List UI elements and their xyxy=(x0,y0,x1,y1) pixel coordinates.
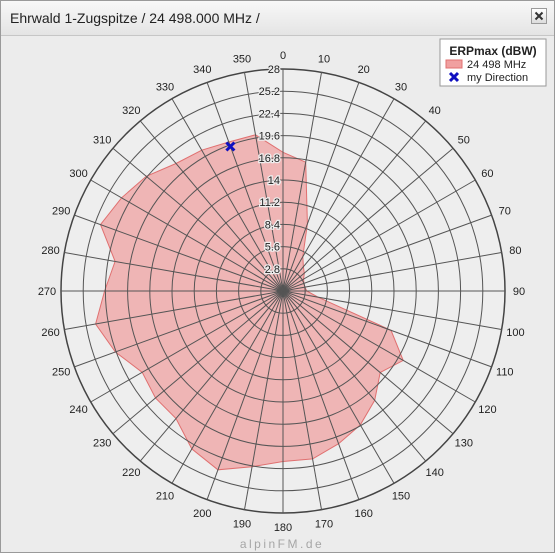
angular-gridline xyxy=(282,98,395,292)
angle-tick-label: 90 xyxy=(513,286,525,298)
angular-gridline xyxy=(171,98,284,292)
angle-tick-label: 210 xyxy=(156,490,174,502)
my-direction-marker xyxy=(225,141,236,152)
angle-tick-label: 310 xyxy=(93,134,111,146)
radial-tick-label: 5.6 xyxy=(265,242,280,254)
angle-tick-label: 340 xyxy=(193,64,211,76)
angle-tick-label: 190 xyxy=(233,518,251,530)
radial-tick-label: 19.6 xyxy=(259,131,280,143)
angle-tick-label: 180 xyxy=(274,522,292,534)
chart-area: 0 10 20 30 40 50 60 70 80 90 100 110 120 130 140 150 160… xyxy=(1,36,554,552)
angular-gridline xyxy=(74,214,284,292)
polar-chart: 0 10 20 30 40 50 60 70 80 90 100 110 120 130 140 150 160… xyxy=(38,38,547,551)
angle-tick-label: 280 xyxy=(41,245,59,257)
angular-gridline xyxy=(74,290,284,368)
legend-label-marker: my Direction xyxy=(467,72,528,84)
angular-gridline xyxy=(282,290,427,462)
angle-tick-label: 320 xyxy=(122,105,140,117)
x-marker-icon xyxy=(225,141,236,152)
angular-gridline xyxy=(282,290,395,484)
angular-gridline xyxy=(112,147,284,292)
angular-gridline xyxy=(282,82,360,292)
angle-tick-label: 80 xyxy=(509,245,521,257)
angle-tick-label: 220 xyxy=(122,467,140,479)
angular-gridline xyxy=(282,290,492,368)
angular-gridline xyxy=(282,290,360,500)
angular-gridline xyxy=(206,82,284,292)
close-button[interactable] xyxy=(531,8,547,24)
legend-title: ERPmax (dBW) xyxy=(449,44,536,58)
angle-tick-label: 70 xyxy=(499,205,511,217)
angular-gridline xyxy=(282,252,502,292)
legend-swatch-series xyxy=(445,59,463,69)
angle-tick-label: 40 xyxy=(429,105,441,117)
angle-tick-label: 50 xyxy=(458,134,470,146)
angular-gridline xyxy=(206,290,284,500)
radial-tick-label: 8.4 xyxy=(265,219,280,231)
angle-tick-label: 20 xyxy=(358,64,370,76)
angle-tick-label: 350 xyxy=(233,54,251,66)
angle-tick-label: 60 xyxy=(481,168,493,180)
angle-tick-label: 130 xyxy=(455,438,473,450)
angular-gridline xyxy=(282,147,454,292)
radial-tick-label: 22.4 xyxy=(259,108,280,120)
angle-tick-label: 170 xyxy=(315,518,333,530)
angle-tick-label: 150 xyxy=(392,490,410,502)
angular-gridline xyxy=(282,120,427,292)
angle-tick-label: 270 xyxy=(38,286,56,298)
angle-tick-label: 0 xyxy=(280,50,286,62)
angular-gridline xyxy=(112,290,284,435)
angular-gridline xyxy=(90,179,284,292)
angular-gridline xyxy=(282,214,492,292)
legend-x-icon xyxy=(448,71,460,83)
angle-tick-label: 230 xyxy=(93,438,111,450)
angle-tick-label: 100 xyxy=(506,327,524,339)
angle-tick-label: 200 xyxy=(193,508,211,520)
angle-tick-label: 140 xyxy=(426,467,444,479)
angular-gridline xyxy=(282,290,454,435)
angle-tick-label: 290 xyxy=(52,205,70,217)
radial-tick-label: 14 xyxy=(268,175,280,187)
radial-tick-label: 25.2 xyxy=(259,86,280,98)
angular-gridline xyxy=(171,290,284,484)
angle-tick-label: 260 xyxy=(41,327,59,339)
close-icon xyxy=(534,11,544,21)
angular-gridline xyxy=(282,290,502,330)
angular-gridline xyxy=(282,179,476,292)
angle-tick-label: 110 xyxy=(496,367,514,379)
angular-gridline xyxy=(282,72,322,292)
angle-tick-label: 10 xyxy=(318,54,330,66)
angular-gridline xyxy=(139,120,284,292)
angle-tick-label: 300 xyxy=(69,168,87,180)
angular-gridline xyxy=(282,290,476,403)
angular-gridline xyxy=(282,290,322,510)
legend-label-series: 24 498 MHz xyxy=(467,59,526,71)
angular-gridline xyxy=(244,290,284,510)
angle-tick-label: 120 xyxy=(478,404,496,416)
title-bar[interactable]: Ehrwald 1-Zugspitze / 24 498.000 MHz / xyxy=(1,1,554,36)
angular-gridline xyxy=(64,252,284,292)
radial-tick-label: 28 xyxy=(268,64,280,76)
radial-tick-label: 16.8 xyxy=(259,153,280,165)
angle-tick-label: 330 xyxy=(156,82,174,94)
angular-gridline xyxy=(64,290,284,330)
radial-tick-label: 11.2 xyxy=(259,197,280,209)
angular-gridline xyxy=(244,72,284,292)
angle-tick-label: 250 xyxy=(52,367,70,379)
angle-tick-label: 160 xyxy=(355,508,373,520)
radial-tick-label: 2.8 xyxy=(265,264,280,276)
watermark: alpinFM.de xyxy=(240,537,324,551)
window-title: Ehrwald 1-Zugspitze / 24 498.000 MHz / xyxy=(10,10,260,26)
angle-tick-label: 240 xyxy=(69,404,87,416)
angular-gridline xyxy=(90,290,284,403)
angular-gridline xyxy=(139,290,284,462)
angle-tick-label: 30 xyxy=(395,82,407,94)
